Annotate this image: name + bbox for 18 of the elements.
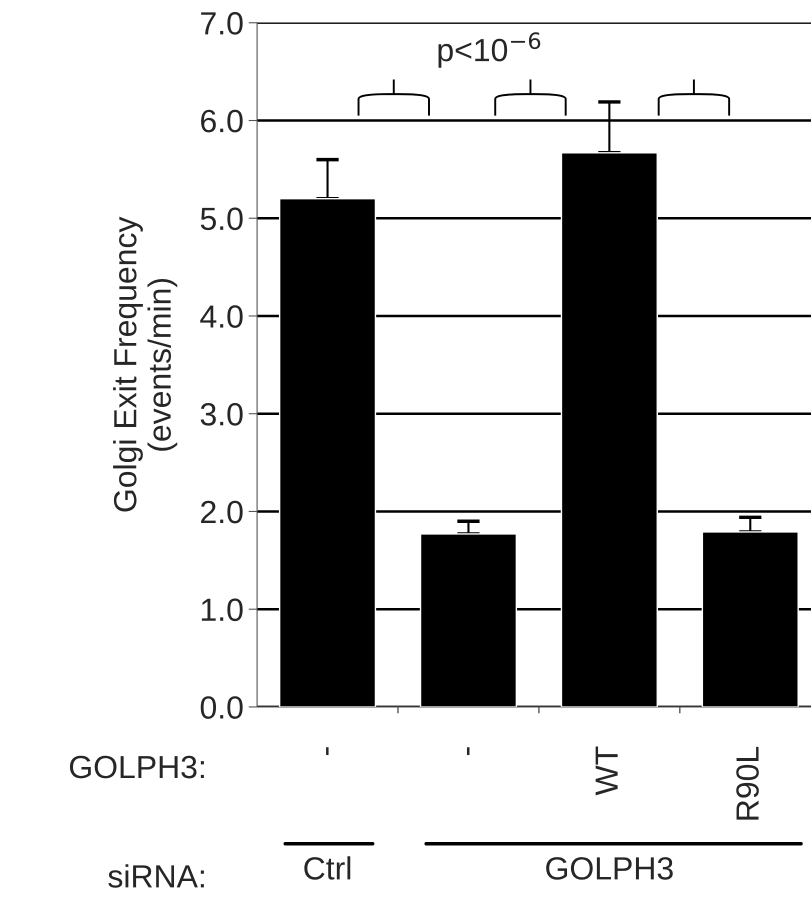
text: Ctrl: [304, 856, 350, 880]
text: siRNA:: [108, 864, 204, 888]
x-tick-label: R90L: [736, 746, 759, 820]
annotation: p<10$^{−6}$: [438, 32, 540, 68]
text: GOLPH3: [546, 857, 673, 880]
y-tick-label: 2.0: [201, 500, 243, 524]
y-tick-label: 7.0: [201, 12, 243, 35]
x-tick-label: -: [326, 747, 329, 756]
y-tick-label: 5.0: [200, 208, 243, 230]
x-tick-label: -: [466, 747, 470, 756]
x-tick-label: WT: [596, 746, 618, 796]
text: GOLPH3:: [70, 756, 204, 778]
y-tick-label: 6.0: [201, 110, 243, 132]
y-tick-label: 3.0: [200, 402, 243, 426]
y-tick-label: 4.0: [200, 305, 243, 328]
y-tick-label: 1.0: [202, 598, 243, 622]
y-tick-label: 0.0: [200, 696, 243, 719]
y-axis-title: Golgi Exit Frequency (events/min): [113, 216, 178, 512]
